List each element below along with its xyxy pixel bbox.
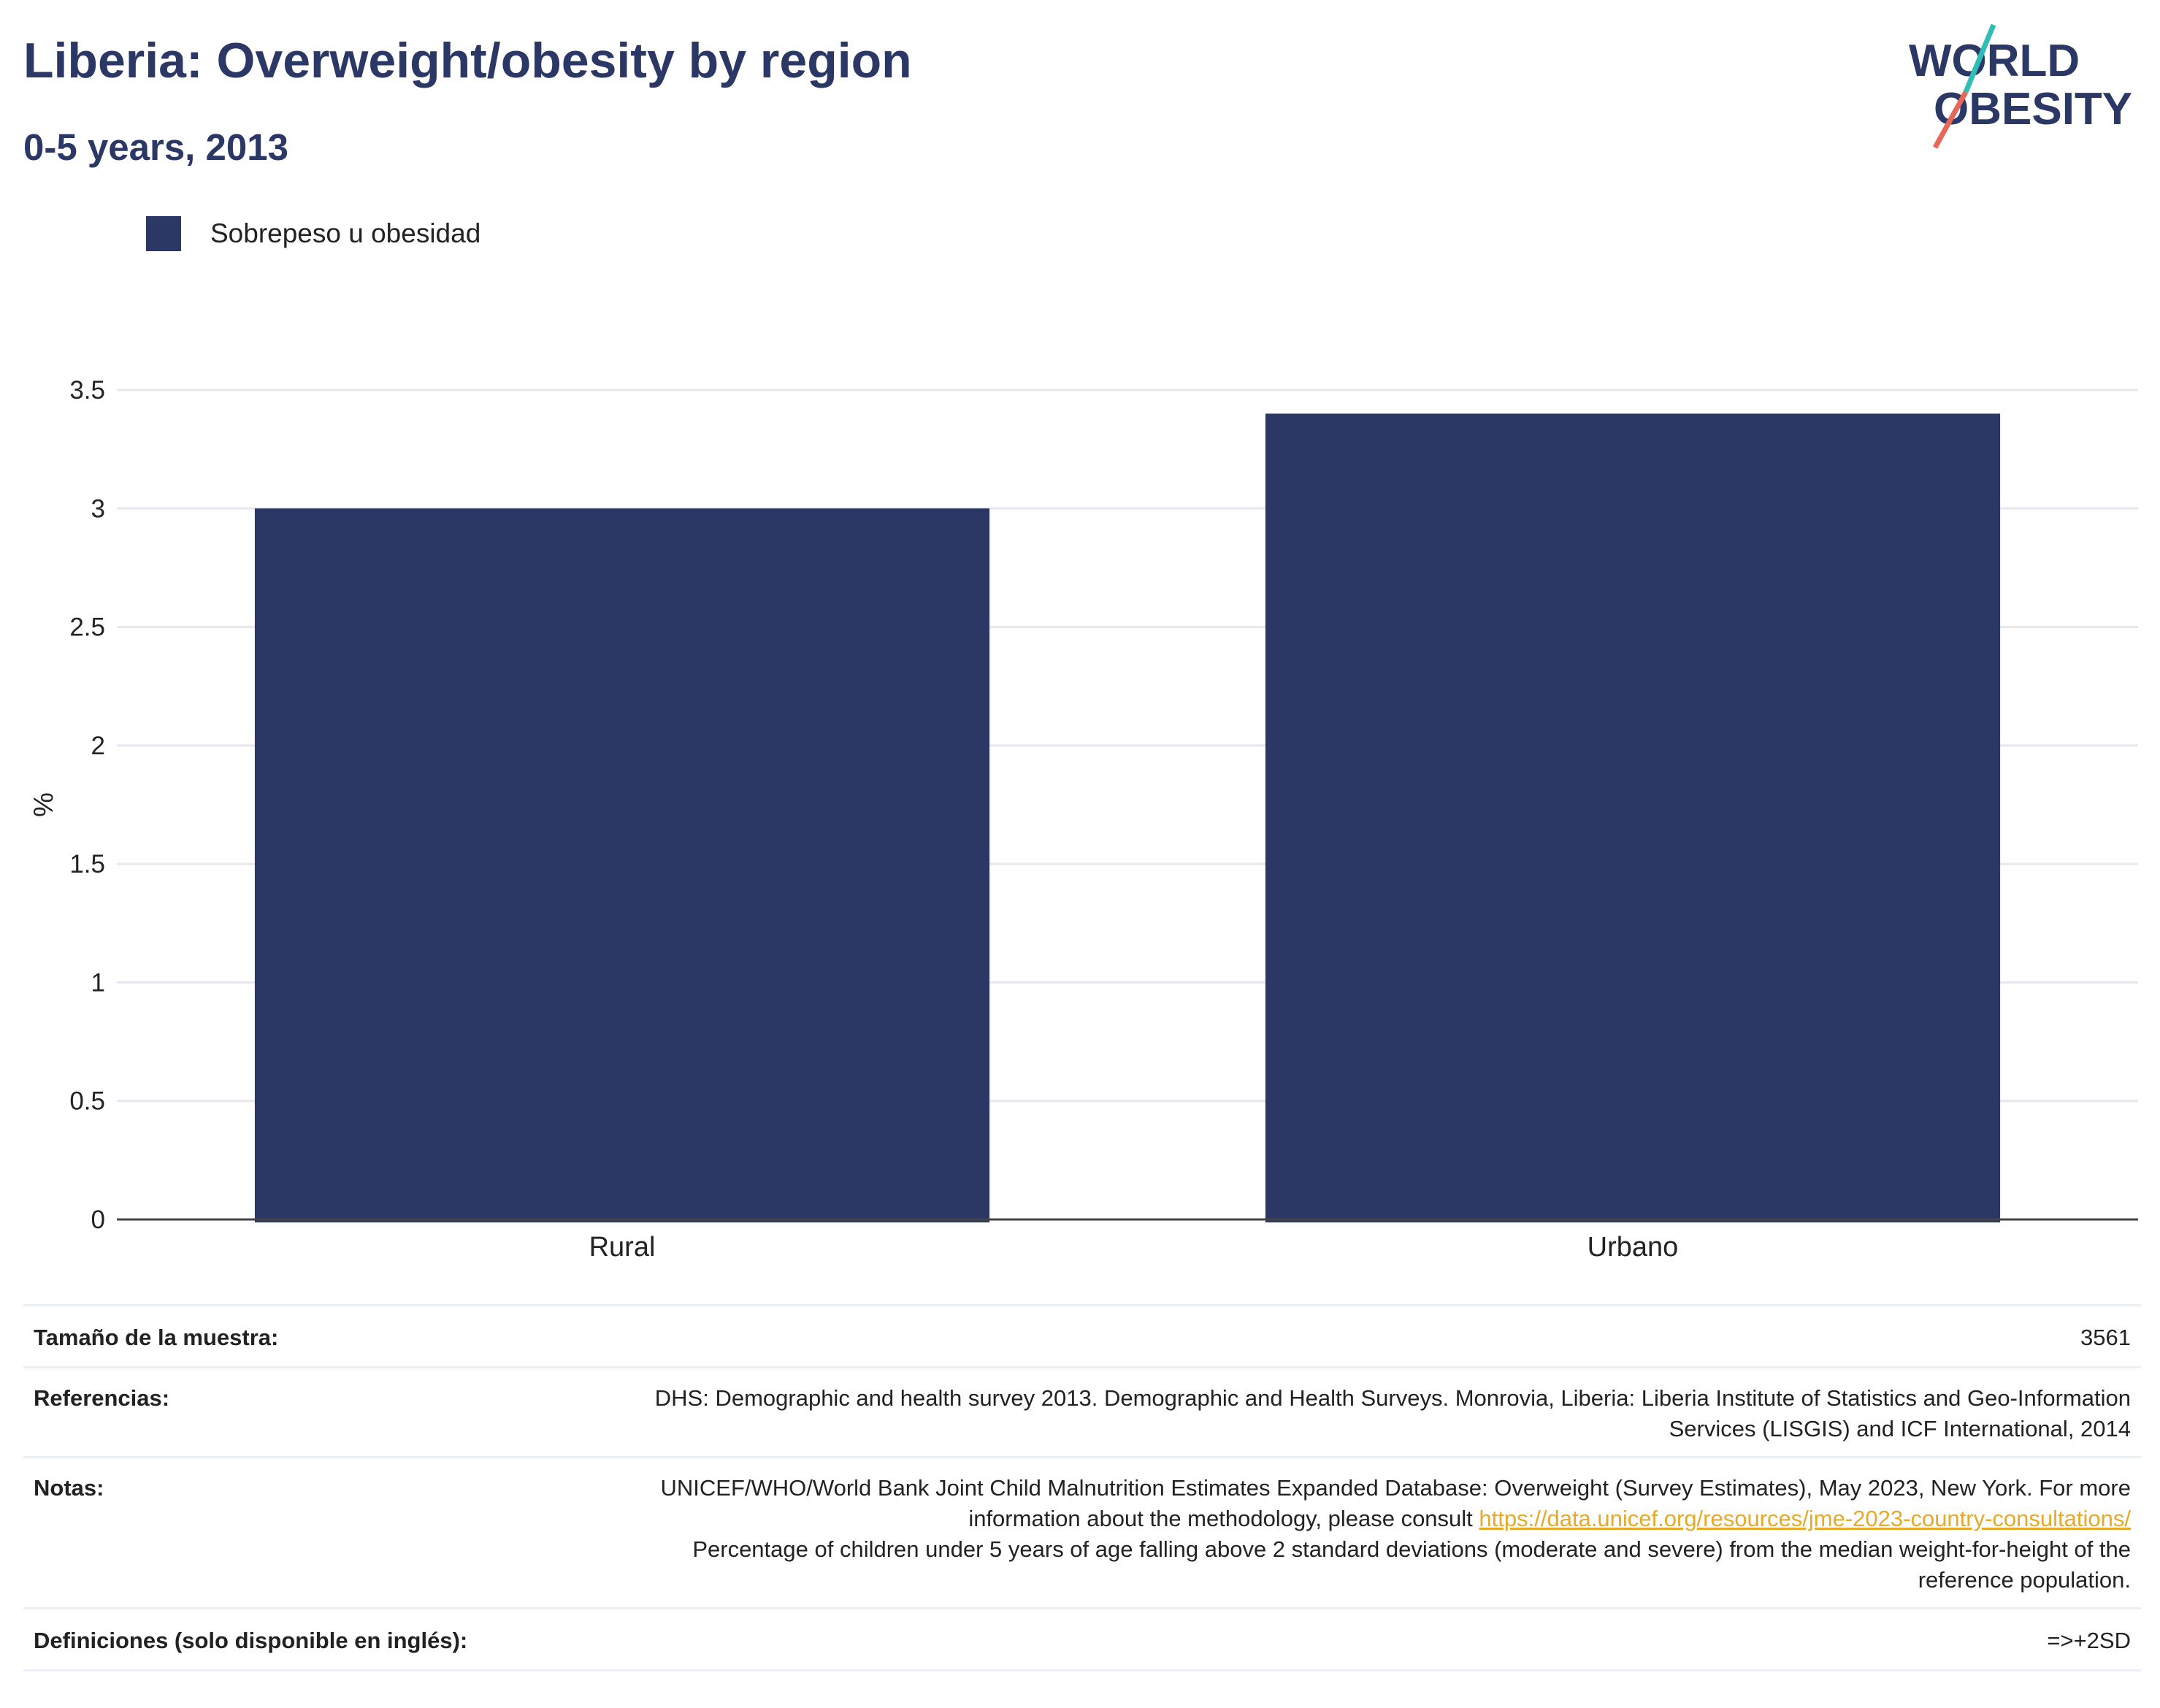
legend-swatch (146, 216, 181, 251)
y-tick-label: 1 (91, 968, 105, 997)
notes-value: UNICEF/WHO/World Bank Joint Child Malnut… (627, 1473, 2141, 1596)
chart-subtitle: 0-5 years, 2013 (23, 126, 288, 168)
axes: 0 0.5 1 1.5 2 2.5 3 3.5 Rural Urbano% (28, 376, 2138, 1263)
info-table: Tamaño de la muestra: 3561 Referencias: … (23, 1304, 2141, 1671)
y-tick-label: 1.5 (69, 850, 105, 878)
sample-size-label: Tamaño de la muestra: (34, 1325, 279, 1350)
info-row-notes: Notas: UNICEF/WHO/World Bank Joint Child… (23, 1456, 2141, 1607)
info-row-sample: Tamaño de la muestra: 3561 (23, 1304, 2141, 1366)
info-row-references: Referencias: DHS: Demographic and health… (23, 1366, 2141, 1456)
logo-slash-coral (1932, 91, 1969, 149)
notes-text-2: Percentage of children under 5 years of … (692, 1536, 2131, 1593)
references-label: Referencias: (34, 1385, 170, 1411)
y-tick-label: 3 (91, 494, 105, 523)
definitions-value: =>+2SD (2047, 1628, 2131, 1653)
x-tick-label: Urbano (1588, 1232, 1679, 1263)
legend-label: Sobrepeso u obesidad (210, 218, 481, 248)
bars (254, 413, 2001, 1222)
logo-slash-teal (1963, 23, 1996, 93)
bar-urbano (1265, 413, 2001, 1222)
definitions-label: Definiciones (solo disponible en inglés)… (34, 1628, 468, 1653)
notes-link[interactable]: https://data.unicef.org/resources/jme-20… (1479, 1506, 2131, 1531)
chart-title: Liberia: Overweight/obesity by region (23, 33, 912, 88)
chart-legend: Sobrepeso u obesidad (146, 216, 480, 251)
logo-word-world: WORLD (1909, 36, 2080, 86)
bar-rural (254, 508, 990, 1222)
y-tick-label: 2 (91, 732, 105, 760)
y-tick-label: 2.5 (69, 613, 105, 642)
y-tick-label: 0 (91, 1206, 105, 1234)
references-value: DHS: Demographic and health survey 2013.… (654, 1385, 2131, 1441)
y-tick-label: 3.5 (69, 376, 105, 405)
y-axis-label: % (28, 792, 59, 817)
notes-text-1: UNICEF/WHO/World Bank Joint Child Malnut… (660, 1475, 2131, 1531)
y-tick-label: 0.5 (69, 1087, 105, 1116)
info-row-definitions: Definiciones (solo disponible en inglés)… (23, 1607, 2141, 1671)
notes-label: Notas: (34, 1475, 104, 1501)
world-obesity-logo: WORLD OBESITY (1909, 23, 2132, 149)
sample-size-value: 3561 (2080, 1325, 2131, 1350)
x-tick-label: Rural (589, 1232, 656, 1263)
bar-chart: 0 0.5 1 1.5 2 2.5 3 3.5 Rural Urbano% (28, 376, 2138, 1263)
